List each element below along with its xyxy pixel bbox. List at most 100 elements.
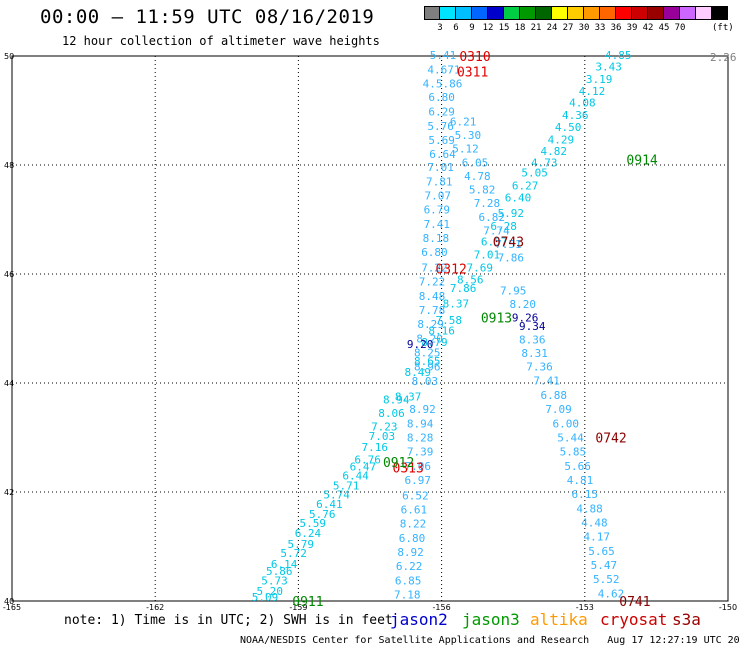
swh-data-point: 8.94 [407,417,434,430]
swh-data-point: 5.52 [593,573,620,586]
swh-data-point: 8.48 [419,290,446,303]
swh-data-point: 6.40 [505,192,532,205]
swh-data-point: 6.15 [572,488,599,501]
swh-data-point: 4.48 [581,517,608,530]
legend-item-jason3: jason3 [462,610,520,629]
swh-data-point: 6.44 [342,470,369,483]
swh-data-point: 5.74 [323,489,350,502]
swh-data-point: 4.671 [427,64,460,77]
swh-data-point: 3.19 [586,73,613,86]
swh-data-point: 6.29 [428,106,455,119]
swh-data-point: 7.01 [427,161,454,174]
swh-data-point: 9.20 [407,338,434,351]
color-swatch [664,6,680,20]
y-tick-label: 40 [4,597,14,606]
swh-data-point: 9.26 [512,312,539,325]
color-scale-label: 24 [546,23,558,33]
swh-data-point: 6.14 [271,558,298,571]
color-scale-label: 36 [610,23,622,33]
color-scale-label: 45 [658,23,670,33]
y-tick-label: 44 [4,379,14,388]
color-scale-label: 39 [626,23,638,33]
swh-data-point: 4.62 [598,587,625,600]
swh-data-point: 5.20 [257,585,284,598]
swh-data-point: 5.44 [557,432,584,445]
swh-data-point: 8.36 [519,333,546,346]
swh-data-point: 6.28 [490,220,517,233]
color-scale-label: 3 [437,23,443,33]
legend-item-altika: altika [530,610,588,629]
swh-data-point: 4.5.86 [423,77,463,90]
swh-data-point: 5.82 [469,184,496,197]
color-scale-label: 70 [674,23,686,33]
swh-data-point: 7.09 [545,403,572,416]
swh-data-point: 7.86 [498,252,525,265]
color-swatch [680,6,696,20]
swh-data-point: 8.18 [423,232,450,245]
color-scale-label: 27 [562,23,574,33]
color-scale-label: 21 [530,23,542,33]
y-tick-label: 46 [4,270,14,279]
color-swatch [648,6,664,20]
swh-data-point: 8.22 [400,518,427,531]
swh-data-point: 4.82 [541,145,568,158]
pass-time-label: 0914 [626,154,657,169]
swh-data-point: 8.49 [404,366,431,379]
swh-data-point: 4.50 [555,121,582,134]
swh-data-point: 6.85 [395,574,422,587]
x-tick-label: -159 [289,603,307,612]
swh-data-point: 8.37 [443,297,470,310]
swh-data-point: 8.56 [457,273,484,286]
swh-data-point: 7.51 [495,238,522,251]
swh-data-point: 6.80 [421,246,448,259]
color-scale-label: 6 [453,23,459,33]
color-scale-label: 42 [642,23,654,33]
swh-data-point: 7.39 [407,446,434,459]
color-swatch [616,6,632,20]
swh-data-point: 6.22 [396,560,423,573]
swh-data-point: 5.05 [521,167,548,180]
swh-data-point: 8.20 [509,298,536,311]
swh-data-point: 7.78 [419,304,446,317]
y-tick-label: 50 [4,52,14,61]
swh-data-point: 9.34 [519,320,546,333]
swh-data-point: 6.82 [478,211,505,224]
pass-time-label: 0741 [619,595,650,610]
swh-data-point: 5.41 [430,49,457,62]
x-tick-label: -150 [719,603,737,612]
swh-data-point: 6.21 [450,115,477,128]
swh-data-point: 7.23 [371,421,398,434]
swh-data-point: 8.20 [416,332,443,345]
swh-data-point: 6.64 [429,148,456,161]
swh-data-point: 7.41 [533,374,560,387]
swh-data-point: 7.36 [526,361,553,374]
swh-data-point: 7.69 [467,261,494,274]
color-scale-label: 15 [498,23,510,33]
footnote: note: 1) Time is in UTC; 2) SWH is in fe… [64,613,393,628]
swh-data-point: 7.01 [474,248,501,261]
swh-data-point: 7.22 [421,261,448,274]
swh-data-point: 7.18 [394,588,421,601]
swh-data-point: 5.69 [428,134,455,147]
swh-data-point: 4.29 [548,133,575,146]
swh-data-point: 5.47 [591,559,618,572]
color-swatch [568,6,584,20]
swh-data-point: 6.52 [402,489,429,502]
pass-time-label: 0312 [435,263,466,278]
swh-data-point: 6.88 [541,389,568,402]
swh-data-point: 7.06 [404,460,431,473]
swh-data-point: 8.29 [417,318,444,331]
x-tick-label: -156 [433,603,451,612]
pass-time-label: 0743 [493,235,524,250]
swh-data-point: 7.22 [419,276,446,289]
color-swatch [584,6,600,20]
color-swatch [424,6,440,20]
color-swatch [600,6,616,20]
page-title: 00:00 – 11:59 UTC 08/16/2019 [40,6,375,28]
swh-data-point: 4.17 [583,531,610,544]
swh-data-point: 7.58 [436,314,463,327]
swh-data-point: 7.95 [500,284,527,297]
swh-data-point: 8.06 [378,407,405,420]
swh-data-point: 4.81 [567,474,594,487]
